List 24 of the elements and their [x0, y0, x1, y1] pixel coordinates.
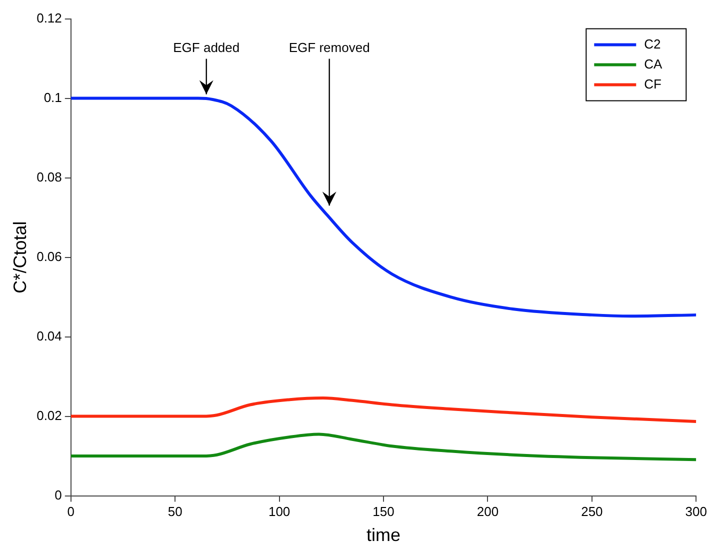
legend-label: CF — [644, 76, 662, 92]
line-series — [70, 396, 696, 423]
line-series — [70, 96, 696, 318]
x-tick-label: 150 — [372, 504, 394, 520]
y-tick-label: 0.12 — [36, 10, 62, 26]
y-tick-label: 0.06 — [36, 248, 62, 264]
y-tick-label: 0.1 — [44, 90, 62, 105]
legend-label: CA — [644, 56, 663, 72]
legend-label: C2 — [644, 36, 661, 52]
line-series — [70, 432, 696, 462]
x-tick-label: 300 — [685, 504, 708, 520]
x-axis-title: time — [366, 525, 401, 546]
y-tick-label: 0.08 — [36, 169, 62, 184]
y-tick-label: 0.02 — [36, 408, 62, 423]
x-tick-label: 0 — [67, 504, 75, 520]
x-tick-label: 250 — [581, 504, 603, 520]
x-tick-label: 200 — [476, 504, 499, 520]
y-tick-label: 0.04 — [36, 328, 62, 344]
annotation: EGF removed — [288, 40, 370, 55]
annotation: EGF added — [173, 40, 240, 55]
x-tick-label: 50 — [168, 504, 182, 520]
y-tick-label: 0 — [54, 487, 62, 502]
y-axis-title: C*/Ctotal — [10, 221, 30, 294]
x-tick-label: 100 — [268, 504, 290, 520]
